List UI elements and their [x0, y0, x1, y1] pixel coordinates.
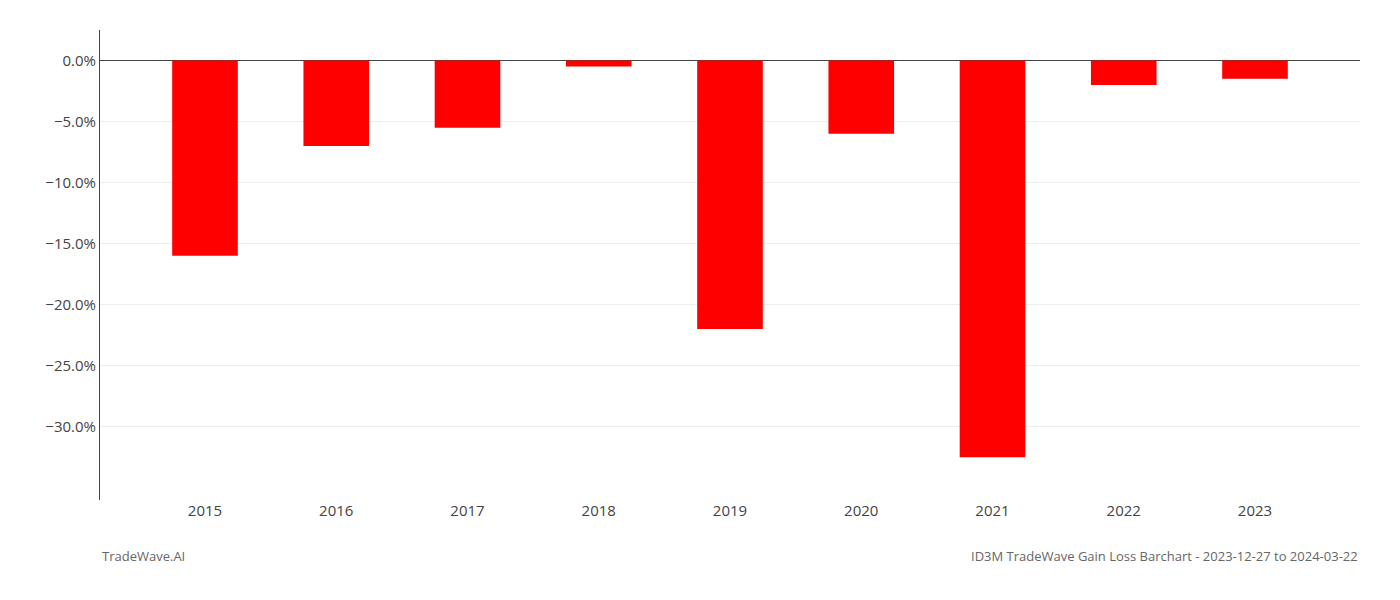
svg-text:TradeWave.AI: TradeWave.AI	[102, 547, 185, 565]
svg-text:−30.0%: −30.0%	[45, 416, 96, 436]
svg-text:2017: 2017	[450, 500, 484, 520]
svg-text:−25.0%: −25.0%	[45, 355, 96, 375]
svg-text:2020: 2020	[844, 500, 878, 520]
svg-text:−5.0%: −5.0%	[54, 111, 96, 131]
svg-text:ID3M TradeWave Gain Loss Barch: ID3M TradeWave Gain Loss Barchart - 2023…	[971, 547, 1358, 565]
svg-text:2015: 2015	[188, 500, 222, 520]
svg-text:−15.0%: −15.0%	[45, 233, 96, 253]
svg-text:2022: 2022	[1107, 500, 1141, 520]
svg-text:2018: 2018	[582, 500, 616, 520]
svg-text:2016: 2016	[319, 500, 353, 520]
svg-text:2019: 2019	[713, 500, 747, 520]
svg-text:−20.0%: −20.0%	[45, 294, 96, 314]
svg-text:0.0%: 0.0%	[63, 50, 97, 70]
svg-text:2021: 2021	[975, 500, 1009, 520]
svg-text:2023: 2023	[1238, 500, 1272, 520]
svg-text:−10.0%: −10.0%	[45, 172, 96, 192]
